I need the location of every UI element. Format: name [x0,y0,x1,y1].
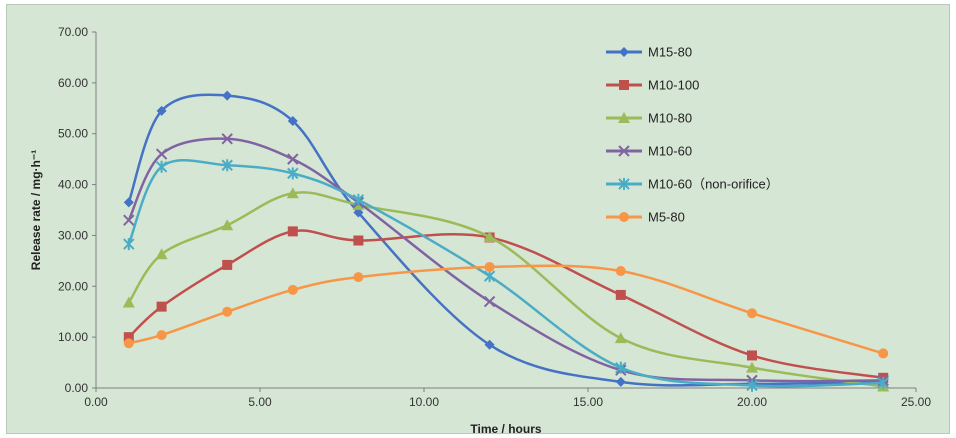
series-0 [123,90,889,389]
data-point [156,301,167,312]
data-point [287,116,298,126]
legend-item: M10-100 [606,78,699,93]
x-tick-label: 25.00 [901,395,931,409]
legend-item: M15-80 [606,45,692,60]
data-point [222,90,233,101]
data-point [483,230,496,242]
x-tick-label: 10.00 [409,395,439,409]
data-point [221,159,233,172]
data-point [123,332,134,343]
data-point [353,235,364,246]
data-point [155,160,168,173]
data-point [746,361,758,373]
data-point [287,167,299,180]
series-layer [122,90,890,392]
legend-label: M10-100 [648,78,699,93]
data-point [123,238,135,251]
data-point [353,272,364,283]
data-point [122,296,135,308]
data-point [877,376,889,389]
data-point [287,226,298,237]
legend-label: M15-80 [648,45,692,60]
legend-item: M10-80 [606,111,692,126]
legend: M15-80 M10-100 M10-80 M10-60 M10-60（non-orif… [606,45,779,225]
data-point [156,105,167,116]
data-point [123,197,134,208]
data-point [747,350,757,361]
series-line [128,264,884,355]
data-point [155,148,168,160]
x-tick-label: 0.00 [84,395,108,409]
data-point [155,248,168,260]
legend-label: M10-80 [648,111,692,126]
data-point [222,306,233,317]
data-point [615,266,626,277]
y-tick-label: 40.00 [58,178,88,192]
data-point [221,133,233,145]
legend-item: M5-80 [606,210,685,225]
data-point [747,308,757,319]
data-point [123,214,135,226]
data-point [614,332,627,344]
data-point [352,193,365,206]
axes: 0.00 10.00 20.00 30.00 40.00 50.00 60.00 70.00 0… [58,25,931,409]
data-point [221,219,234,231]
data-point [156,330,167,341]
data-point [484,261,495,272]
series-5 [123,261,889,359]
legend-marker [618,145,630,157]
y-tick-label: 70.00 [58,25,88,39]
series-line [127,137,884,383]
data-point [123,338,134,349]
series-1 [123,226,889,383]
data-point [484,339,495,350]
data-point [287,284,298,295]
legend-marker [619,212,629,222]
series-4 [123,159,889,392]
y-tick-label: 60.00 [58,76,88,90]
legend-marker [618,112,630,123]
data-point [615,289,626,300]
legend-label: M10-60（non-orifice） [648,177,779,192]
chart-area [6,4,950,434]
legend-item: M10-60 [606,144,692,159]
legend-item: M10-60（non-orifice） [606,177,779,192]
data-point [353,207,364,218]
series-line [127,191,884,388]
y-axis-title: Release rate / mg·h⁻¹ [29,150,43,270]
x-axis-title: Time / hours [470,422,541,436]
y-tick-label: 0.00 [65,381,89,395]
data-point [222,259,233,270]
x-tick-label: 15.00 [573,395,603,409]
legend-marker [619,47,629,57]
legend-marker [618,178,630,190]
data-point [483,295,496,308]
data-point [286,187,299,199]
x-tick-label: 20.00 [737,395,767,409]
y-tick-label: 20.00 [58,279,88,293]
data-point [746,379,758,392]
y-tick-label: 30.00 [58,228,88,242]
y-tick-label: 50.00 [58,127,88,141]
series-line [127,159,884,388]
data-point [615,361,627,374]
y-tick-label: 10.00 [58,330,88,344]
legend-label: M10-60 [648,144,692,159]
legend-label: M5-80 [648,210,685,225]
data-point [615,376,626,387]
data-point [878,348,889,359]
x-tick-label: 5.00 [248,395,272,409]
data-point [287,153,299,165]
series-line [127,93,884,387]
series-line [127,229,884,380]
data-point [483,270,496,283]
legend-marker [619,80,629,90]
